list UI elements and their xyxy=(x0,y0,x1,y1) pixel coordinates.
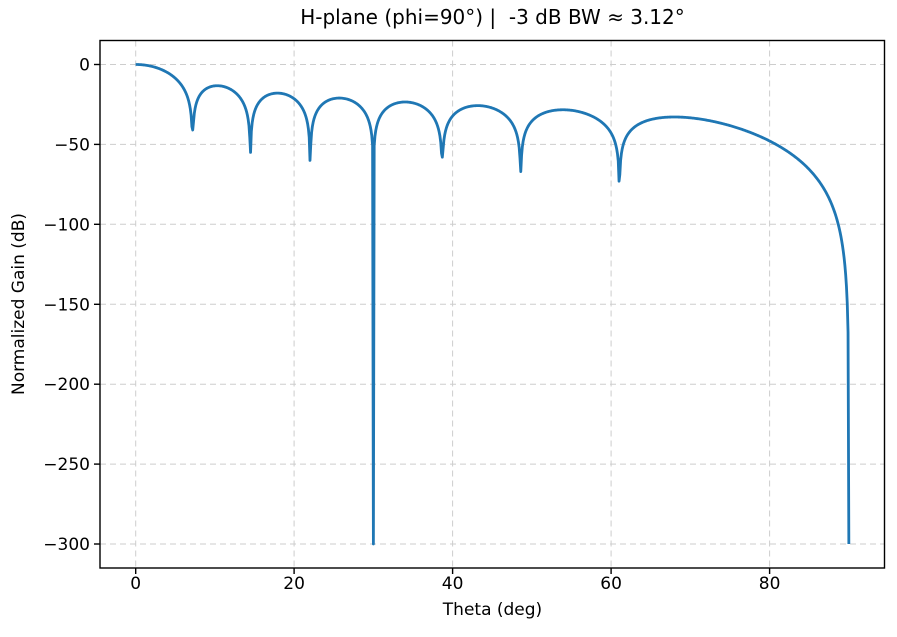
x-tick-label: 80 xyxy=(759,574,781,594)
x-tick-label: 0 xyxy=(130,574,141,594)
y-tick-label: −100 xyxy=(43,215,90,235)
y-tick-label: 0 xyxy=(79,56,90,76)
x-axis-label: Theta (deg) xyxy=(442,600,543,620)
chart-title: H-plane (phi=90°) | -3 dB BW ≈ 3.12° xyxy=(300,5,685,29)
pattern-curve xyxy=(135,63,851,546)
y-tick-label: −200 xyxy=(43,375,90,395)
y-axis-label: Normalized Gain (dB) xyxy=(9,212,29,396)
y-tick-label: −150 xyxy=(43,295,90,315)
x-tick-label: 60 xyxy=(600,574,622,594)
x-tick-label: 40 xyxy=(442,574,464,594)
y-tick-label: −50 xyxy=(54,135,90,155)
x-tick-label: 20 xyxy=(283,574,305,594)
y-tick-label: −300 xyxy=(43,535,90,555)
y-tick-label: −250 xyxy=(43,455,90,475)
